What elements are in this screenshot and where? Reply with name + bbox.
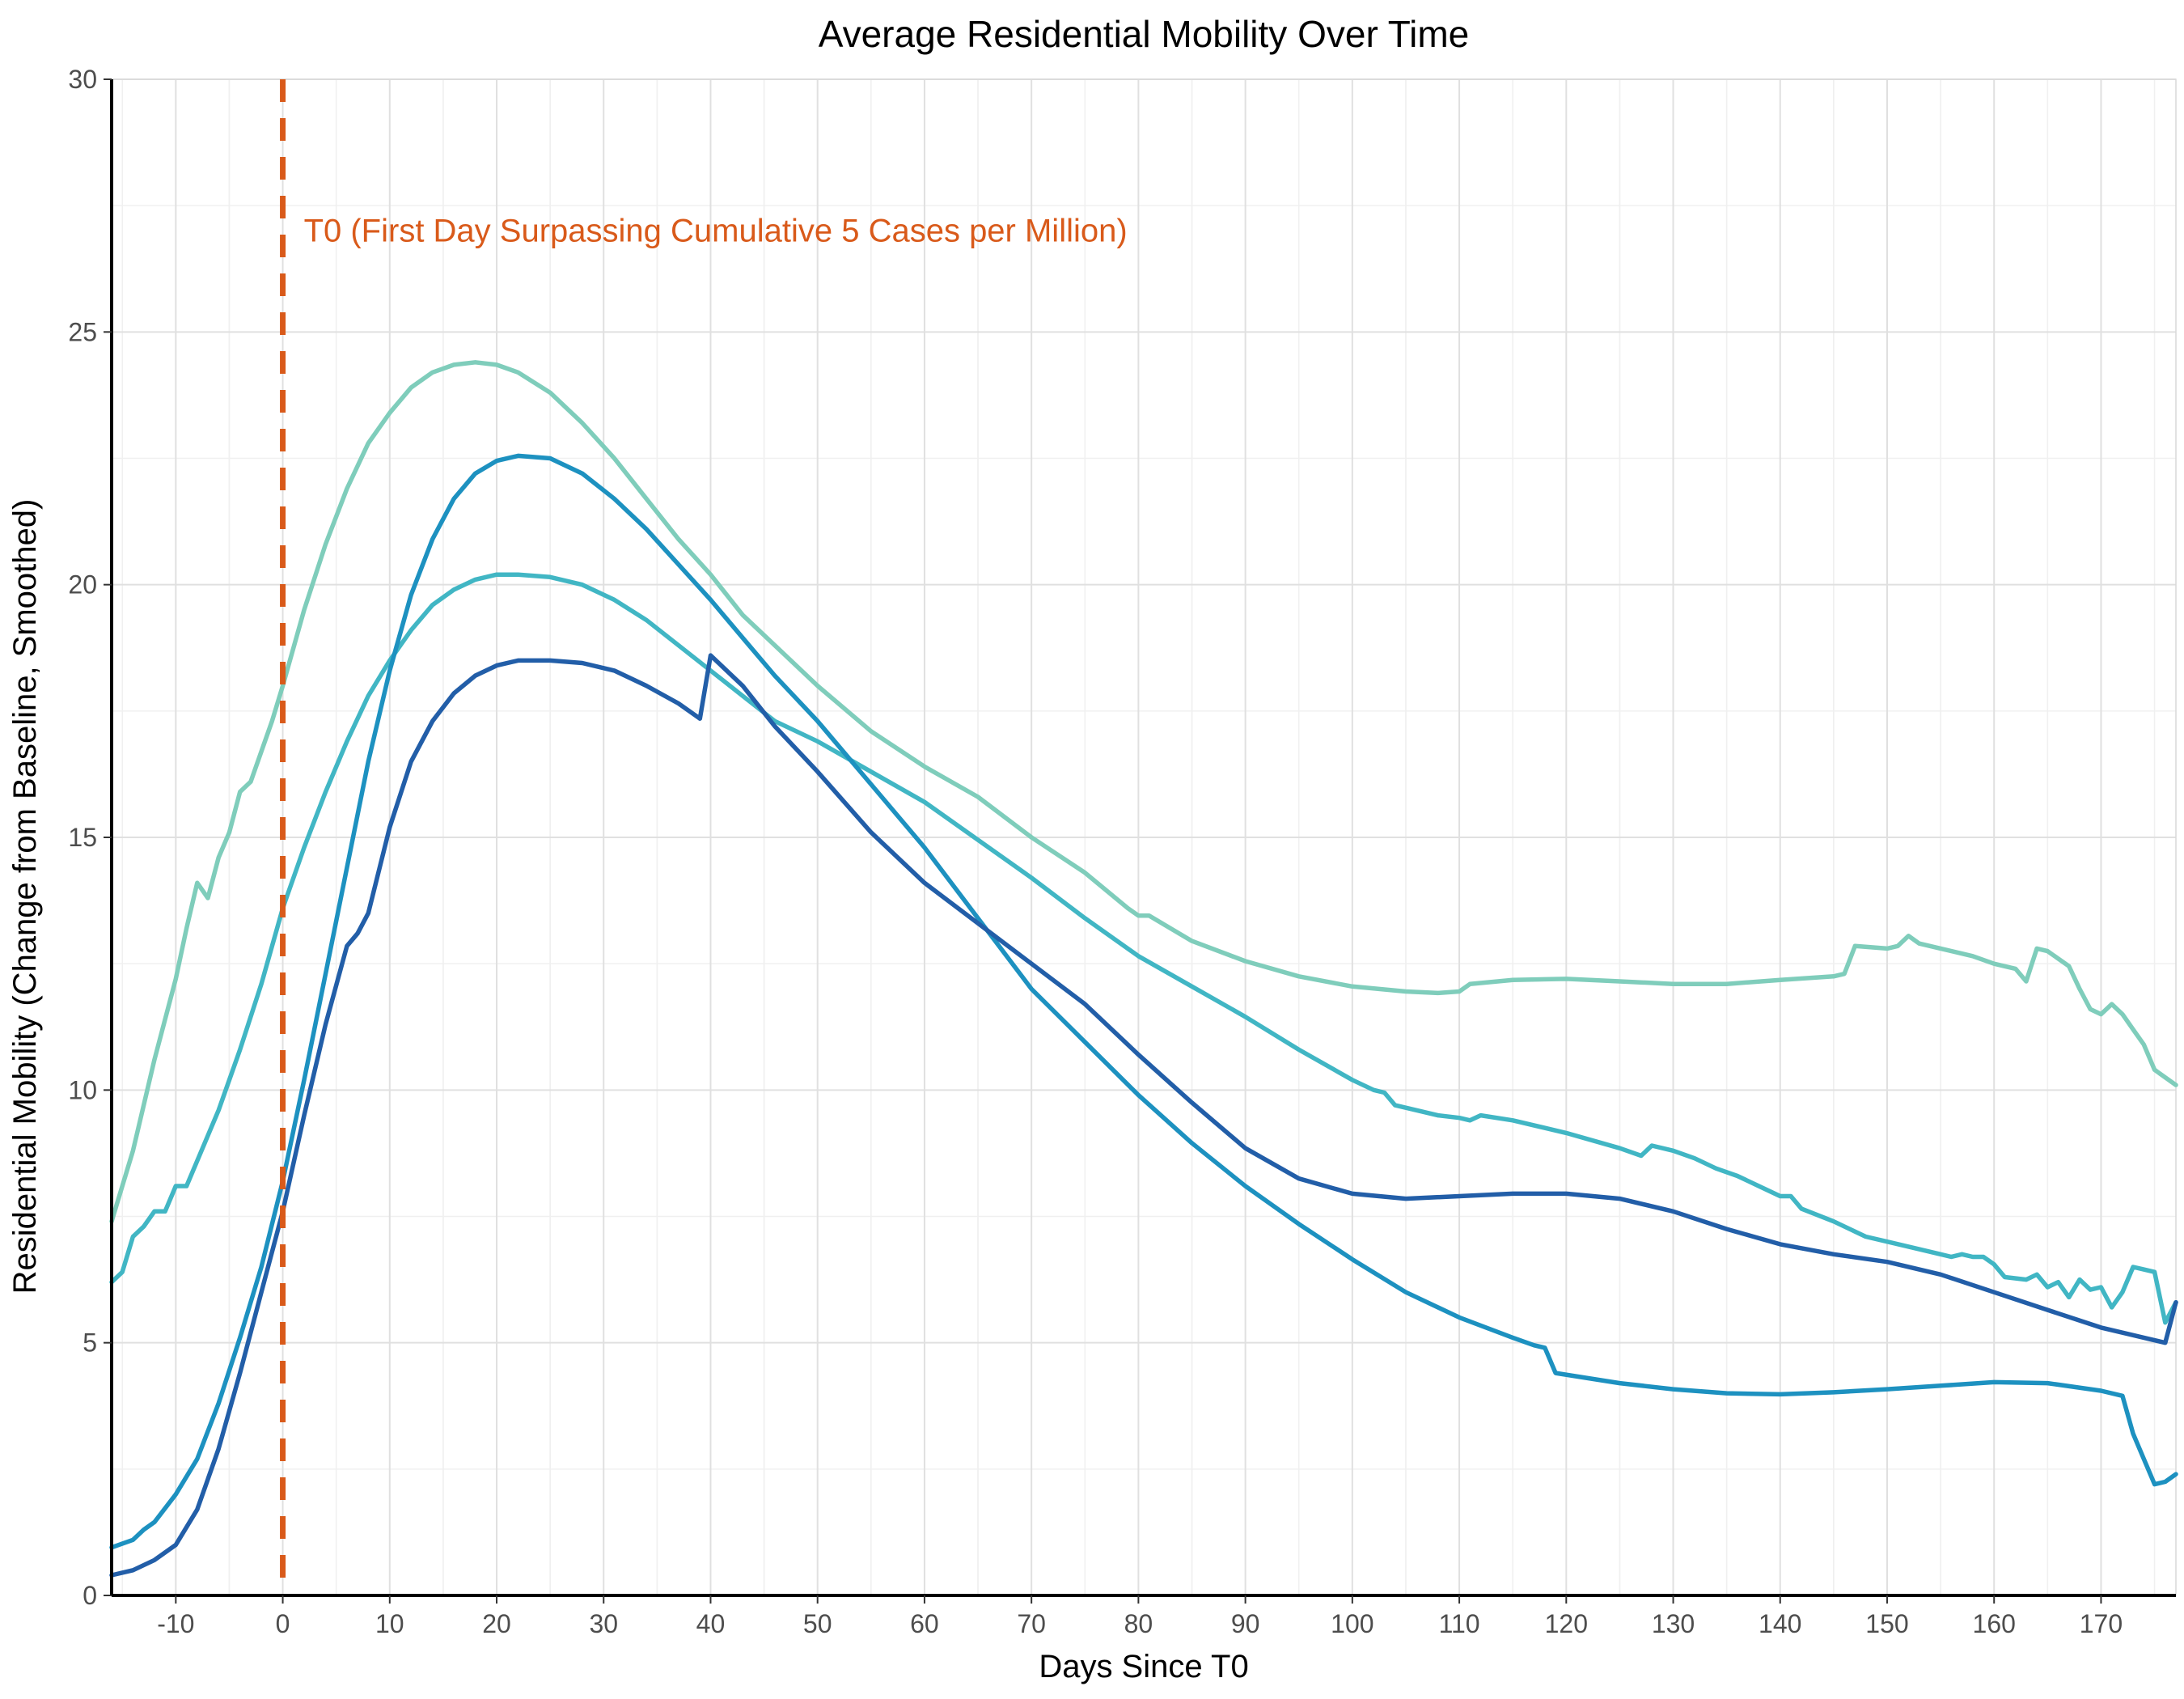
x-tick-label: 120 [1545,1609,1588,1638]
x-tick-label: 30 [589,1609,618,1638]
x-tick-label: 150 [1865,1609,1908,1638]
x-tick-label: 60 [910,1609,939,1638]
x-tick-label: 140 [1759,1609,1801,1638]
series-line-2 [109,572,2178,1325]
x-tick-label: 160 [1973,1609,2016,1638]
x-axis-title: Days Since T0 [1039,1649,1248,1684]
y-tick-label: 0 [83,1581,97,1610]
x-tick-label: 50 [803,1609,832,1638]
y-tick-label: 30 [68,65,97,94]
y-tick-labels: 0 5 10 15 20 25 30 [68,65,97,1610]
y-tick-label: 15 [68,823,97,852]
y-tick-label: 25 [68,317,97,346]
x-tick-label: 10 [375,1609,404,1638]
y-tick-label: 5 [83,1328,97,1358]
axes [104,78,2176,1604]
y-axis-title: Residential Mobility (Change from Baseli… [7,499,43,1294]
x-tick-label: 0 [276,1609,290,1638]
chart-title: Average Residential Mobility Over Time [819,13,1469,55]
y-tick-label: 10 [68,1075,97,1104]
x-tick-label: -10 [157,1609,194,1638]
series-line-1 [109,360,2178,1224]
x-tick-label: 110 [1439,1609,1480,1638]
x-tick-label: 90 [1231,1609,1260,1638]
series-lines [109,360,2178,1578]
x-tick-label: 40 [696,1609,726,1638]
x-tick-label: 130 [1652,1609,1695,1638]
series-line-3 [109,453,2178,1550]
x-tick-label: 100 [1331,1609,1373,1638]
major-gridlines [111,78,2177,1596]
x-tick-label: 20 [482,1609,511,1638]
reference-line-label: T0 (First Day Surpassing Cumulative 5 Ca… [304,213,1128,248]
x-tick-label: 80 [1124,1609,1153,1638]
x-tick-label: 70 [1017,1609,1046,1638]
y-tick-label: 20 [68,570,97,600]
x-tick-label: 170 [2080,1609,2123,1638]
series-line-4 [109,653,2178,1578]
x-tick-labels: -10 0 10 20 30 40 50 60 70 80 90 100 110 120 130 140 150… [157,1609,2123,1638]
